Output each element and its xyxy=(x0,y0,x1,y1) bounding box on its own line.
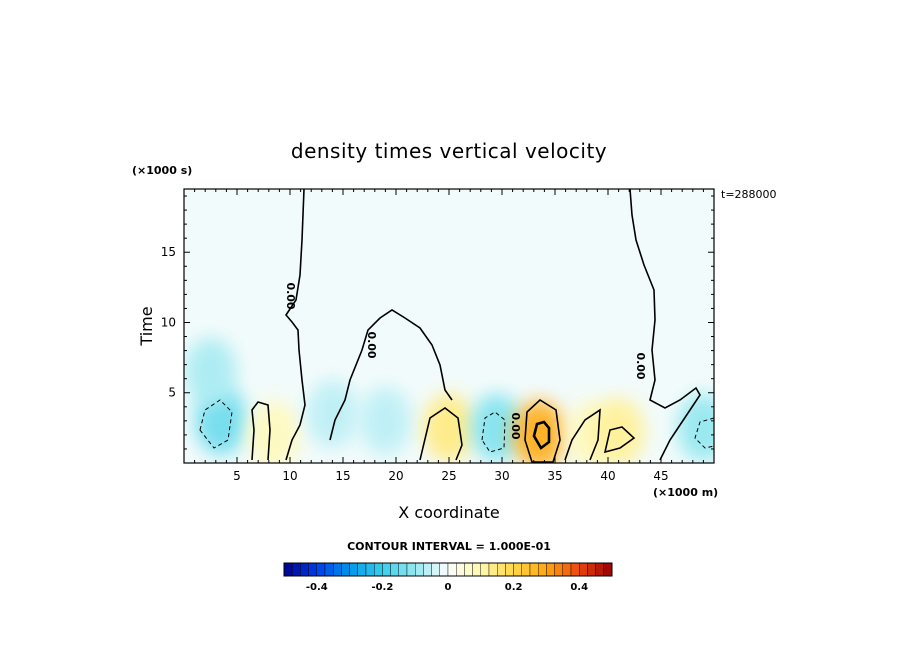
x-tick-label: 10 xyxy=(282,469,297,483)
contour-center-blob xyxy=(419,407,463,461)
x-axis-ticks: 5 10 15 20 25 30 35 40 45 xyxy=(194,189,704,483)
contour-lines xyxy=(199,189,714,463)
contour-label: 0.00 xyxy=(284,282,297,309)
zero-contour-left xyxy=(284,189,306,461)
colorbar-segment xyxy=(562,562,572,577)
contour-dashed-right xyxy=(694,417,714,449)
colorbar-segment xyxy=(505,562,514,577)
colorbar-segment xyxy=(349,562,359,577)
colorbar-segment xyxy=(316,562,326,577)
heatmap-blob xyxy=(677,393,714,462)
x-axis-label: X coordinate xyxy=(398,503,499,522)
colorbar-segment xyxy=(365,562,375,577)
colorbar-segment xyxy=(300,562,309,577)
colorbar-segment xyxy=(587,562,596,577)
colorbar-segment xyxy=(333,562,342,577)
colorbar-segment xyxy=(324,562,334,577)
colorbar-segment xyxy=(595,562,604,577)
contour-label: 0.00 xyxy=(365,331,378,358)
contour-label-group: 0.00 0.00 0.00 0.00 xyxy=(284,282,647,439)
colorbar-segment xyxy=(406,562,416,577)
x-tick-label: 30 xyxy=(494,469,509,483)
heatmap-blob xyxy=(306,379,359,448)
colorbar-segment xyxy=(283,562,293,577)
contour-dashed-mid xyxy=(481,411,506,453)
colorbar-segment xyxy=(529,562,539,577)
colorbar-segment xyxy=(513,562,522,577)
colorbar-segment xyxy=(546,562,555,577)
colorbar-tick-label: -0.2 xyxy=(371,582,393,593)
x-tick-label: 25 xyxy=(441,469,456,483)
colorbar-frame xyxy=(283,562,613,577)
x-tick-label: 45 xyxy=(653,469,668,483)
x-tick-label: 40 xyxy=(600,469,615,483)
x-tick-label: 20 xyxy=(388,469,403,483)
heatmap-blob xyxy=(184,337,237,406)
contour-mid-right xyxy=(564,408,601,461)
y-axis-ticks: 5 10 15 xyxy=(161,195,714,450)
colorbar-tick-label: 0.2 xyxy=(505,582,523,593)
colorbar-segment xyxy=(480,562,490,577)
colorbar-segment xyxy=(390,562,400,577)
colorbar-tick-label: 0 xyxy=(445,582,452,593)
colorbar-segment xyxy=(447,562,457,577)
y-axis-label: Time xyxy=(137,306,156,346)
colorbar-segment xyxy=(341,562,350,577)
colorbar-segment xyxy=(570,562,580,577)
colorbar-segment xyxy=(292,562,301,577)
colorbar-segment xyxy=(497,562,506,577)
colorbar-segment xyxy=(538,562,547,577)
colorbar-tick-label: 0.4 xyxy=(570,582,588,593)
colorbar-segment xyxy=(357,562,367,577)
colorbar-segment xyxy=(415,562,424,577)
x-tick-label: 15 xyxy=(335,469,350,483)
colorbar-segment xyxy=(554,562,563,577)
zero-contour-right xyxy=(629,189,701,461)
x-tick-label: 5 xyxy=(233,469,241,483)
y-units-label: (×1000 s) xyxy=(132,164,192,177)
y-tick-label: 15 xyxy=(161,245,176,259)
x-units-label: (×1000 m) xyxy=(653,486,718,499)
colorbar-segment xyxy=(488,562,498,577)
colorbar-segment xyxy=(439,562,449,577)
heatmap-blob xyxy=(359,386,412,455)
x-tick-label: 35 xyxy=(547,469,562,483)
colorbar-segment xyxy=(382,562,391,577)
colorbar-tick-label: -0.4 xyxy=(306,582,328,593)
contour-interval-caption: CONTOUR INTERVAL = 1.000E-01 xyxy=(347,540,551,553)
contour-left-blob xyxy=(251,401,271,461)
heatmap-blob xyxy=(423,393,475,462)
contour-dashed-left xyxy=(199,399,233,449)
colorbar-tick-labels: -0.4 -0.2 0 0.2 0.4 xyxy=(306,582,588,593)
colorbar-segment xyxy=(456,562,465,577)
contour-right-blob xyxy=(603,426,636,454)
chart-title: density times vertical velocity xyxy=(291,139,607,163)
colorbar-segment xyxy=(308,562,318,577)
colorbar-segment xyxy=(472,562,482,577)
colorbar xyxy=(283,562,613,577)
time-stamp: t=288000 xyxy=(721,188,777,201)
y-tick-label: 5 xyxy=(168,386,176,400)
y-tick-label: 10 xyxy=(161,315,176,329)
colorbar-segment xyxy=(398,562,408,577)
contour-strong-positive-inner xyxy=(532,420,551,450)
contour-strong-positive-outer xyxy=(524,398,561,463)
colorbar-segment xyxy=(431,562,441,577)
zero-contour-mid xyxy=(329,309,453,441)
colorbar-segment xyxy=(464,562,473,577)
heatmap-blob xyxy=(592,398,645,463)
colorbar-segment xyxy=(579,562,588,577)
colorbar-segment xyxy=(603,562,613,577)
colorbar-segment xyxy=(374,562,383,577)
colorbar-segment xyxy=(521,562,531,577)
colorbar-segment xyxy=(423,562,432,577)
heatmap-blob xyxy=(248,400,301,463)
contour-label: 0.00 xyxy=(509,412,522,439)
heatmap-blob xyxy=(470,393,523,462)
contour-label: 0.00 xyxy=(634,352,647,379)
